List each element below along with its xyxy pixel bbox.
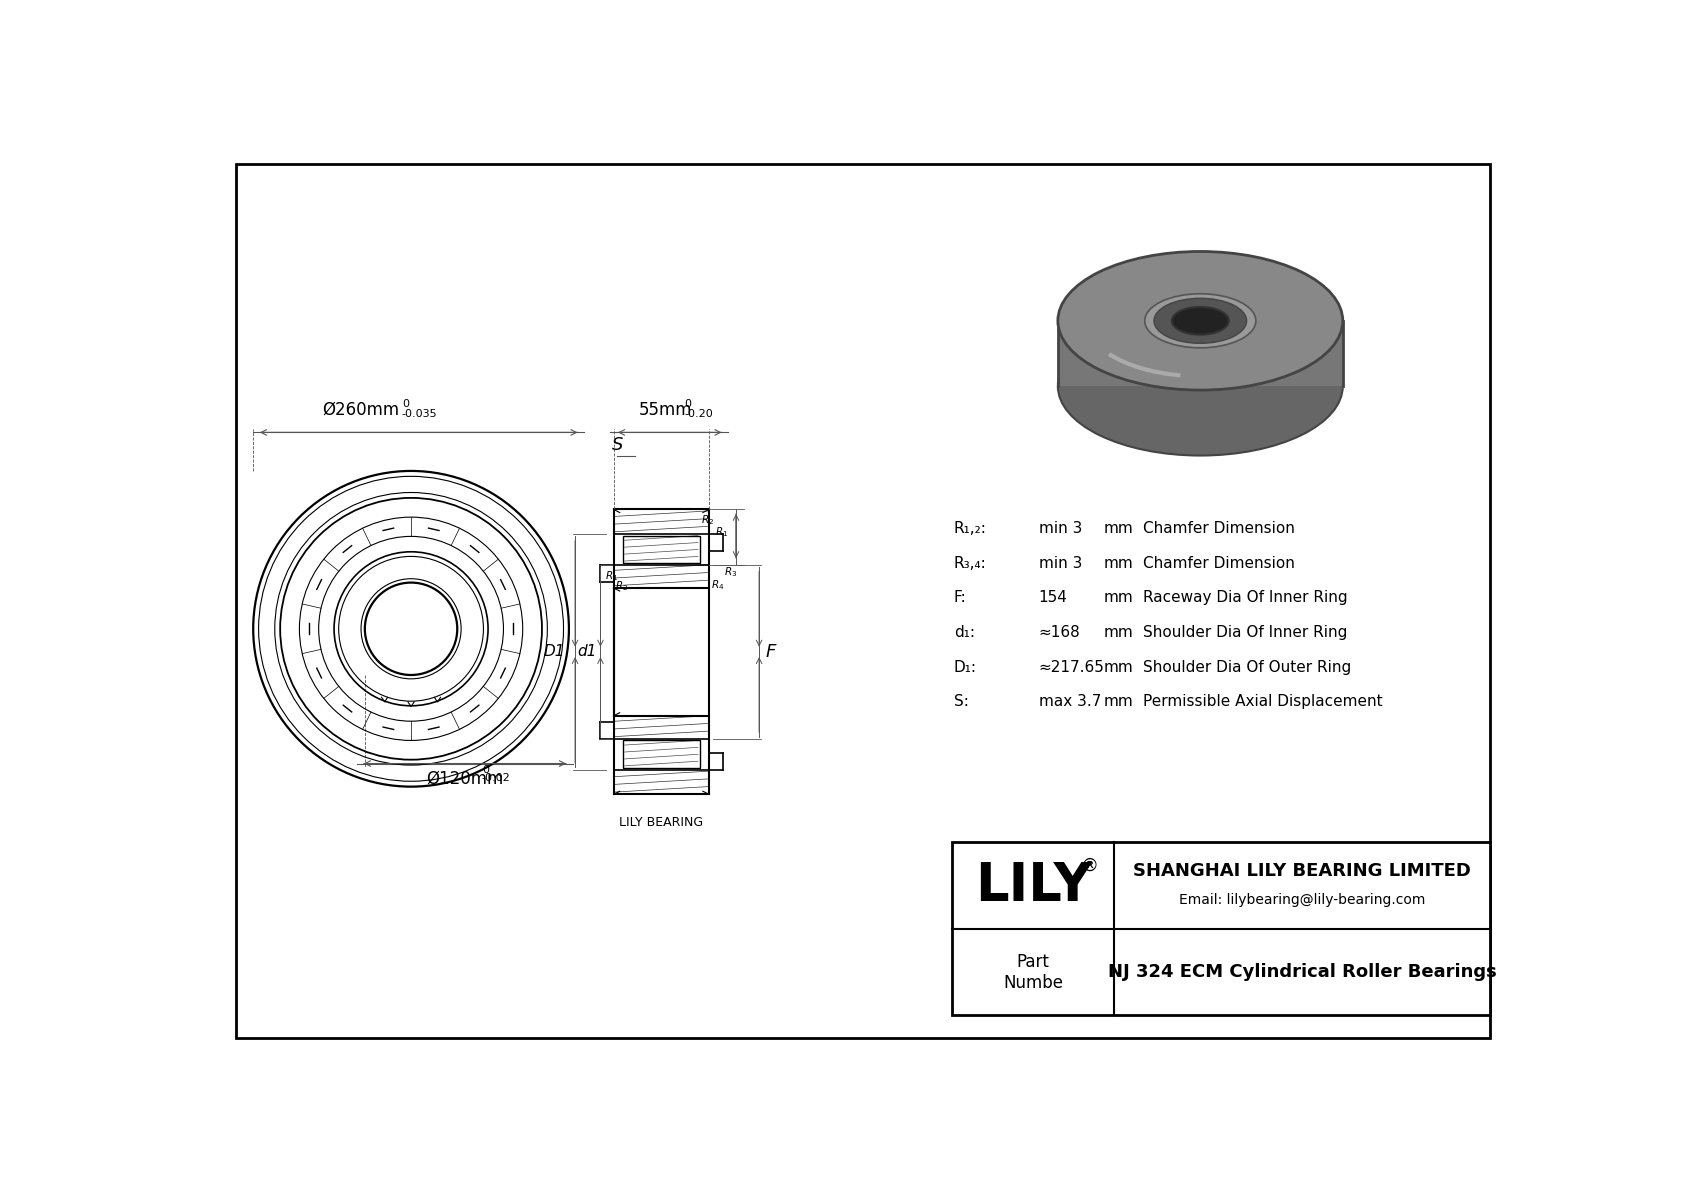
Ellipse shape: [1172, 307, 1229, 335]
Text: F: F: [765, 643, 776, 661]
Text: Raceway Dia Of Inner Ring: Raceway Dia Of Inner Ring: [1142, 591, 1347, 605]
Text: 55mm: 55mm: [638, 400, 692, 418]
Text: D₁:: D₁:: [953, 660, 977, 675]
Text: mm: mm: [1105, 556, 1133, 570]
Ellipse shape: [1145, 294, 1256, 348]
Text: Chamfer Dimension: Chamfer Dimension: [1142, 556, 1295, 570]
Text: 0: 0: [402, 399, 409, 410]
Ellipse shape: [1058, 317, 1342, 455]
Bar: [623, 741, 699, 768]
Text: Chamfer Dimension: Chamfer Dimension: [1142, 522, 1295, 536]
Text: mm: mm: [1105, 522, 1133, 536]
Ellipse shape: [1154, 298, 1246, 343]
Text: $R_1$: $R_1$: [714, 525, 727, 540]
Text: mm: mm: [1105, 625, 1133, 640]
Ellipse shape: [1058, 251, 1342, 391]
Bar: [953, 842, 1490, 1016]
Text: -0.035: -0.035: [402, 409, 438, 418]
Text: S:: S:: [953, 694, 968, 710]
Text: ≈168: ≈168: [1039, 625, 1081, 640]
Bar: [623, 536, 699, 563]
Text: Shoulder Dia Of Inner Ring: Shoulder Dia Of Inner Ring: [1142, 625, 1347, 640]
Text: Email: lilybearing@lily-bearing.com: Email: lilybearing@lily-bearing.com: [1179, 893, 1425, 906]
Text: min 3: min 3: [1039, 522, 1083, 536]
Text: 0: 0: [482, 765, 488, 775]
Text: 154: 154: [1039, 591, 1068, 605]
Text: S: S: [611, 436, 623, 454]
Text: F:: F:: [953, 591, 967, 605]
Text: -0.20: -0.20: [684, 409, 712, 418]
FancyBboxPatch shape: [1058, 320, 1342, 386]
Text: Part
Numbe: Part Numbe: [1004, 953, 1063, 992]
Text: LILY: LILY: [975, 860, 1091, 912]
Text: D1: D1: [544, 644, 566, 660]
Text: mm: mm: [1105, 660, 1133, 675]
Text: $R_1$: $R_1$: [606, 569, 618, 582]
Text: $R_2$: $R_2$: [615, 580, 628, 593]
Text: min 3: min 3: [1039, 556, 1083, 570]
Text: Permissible Axial Displacement: Permissible Axial Displacement: [1142, 694, 1383, 710]
Text: R₁,₂:: R₁,₂:: [953, 522, 987, 536]
Text: ≈217.65: ≈217.65: [1039, 660, 1105, 675]
Text: -0.02: -0.02: [482, 773, 510, 782]
Text: mm: mm: [1105, 591, 1133, 605]
Text: R₃,₄:: R₃,₄:: [953, 556, 987, 570]
Text: Ø120mm: Ø120mm: [426, 769, 504, 787]
Text: $R_2$: $R_2$: [701, 513, 714, 528]
Text: d₁:: d₁:: [953, 625, 975, 640]
Text: Ø260mm: Ø260mm: [322, 400, 399, 418]
Text: 0: 0: [684, 399, 692, 410]
Text: Shoulder Dia Of Outer Ring: Shoulder Dia Of Outer Ring: [1142, 660, 1351, 675]
Text: $R_4$: $R_4$: [711, 578, 724, 592]
Text: d1: d1: [578, 644, 596, 660]
Text: NJ 324 ECM Cylindrical Roller Bearings: NJ 324 ECM Cylindrical Roller Bearings: [1108, 964, 1497, 981]
Text: mm: mm: [1105, 694, 1133, 710]
Text: $R_3$: $R_3$: [724, 566, 738, 580]
Text: max 3.7: max 3.7: [1039, 694, 1101, 710]
Text: LILY BEARING: LILY BEARING: [620, 816, 704, 829]
Text: SHANGHAI LILY BEARING LIMITED: SHANGHAI LILY BEARING LIMITED: [1133, 861, 1470, 880]
Text: ®: ®: [1081, 858, 1098, 875]
